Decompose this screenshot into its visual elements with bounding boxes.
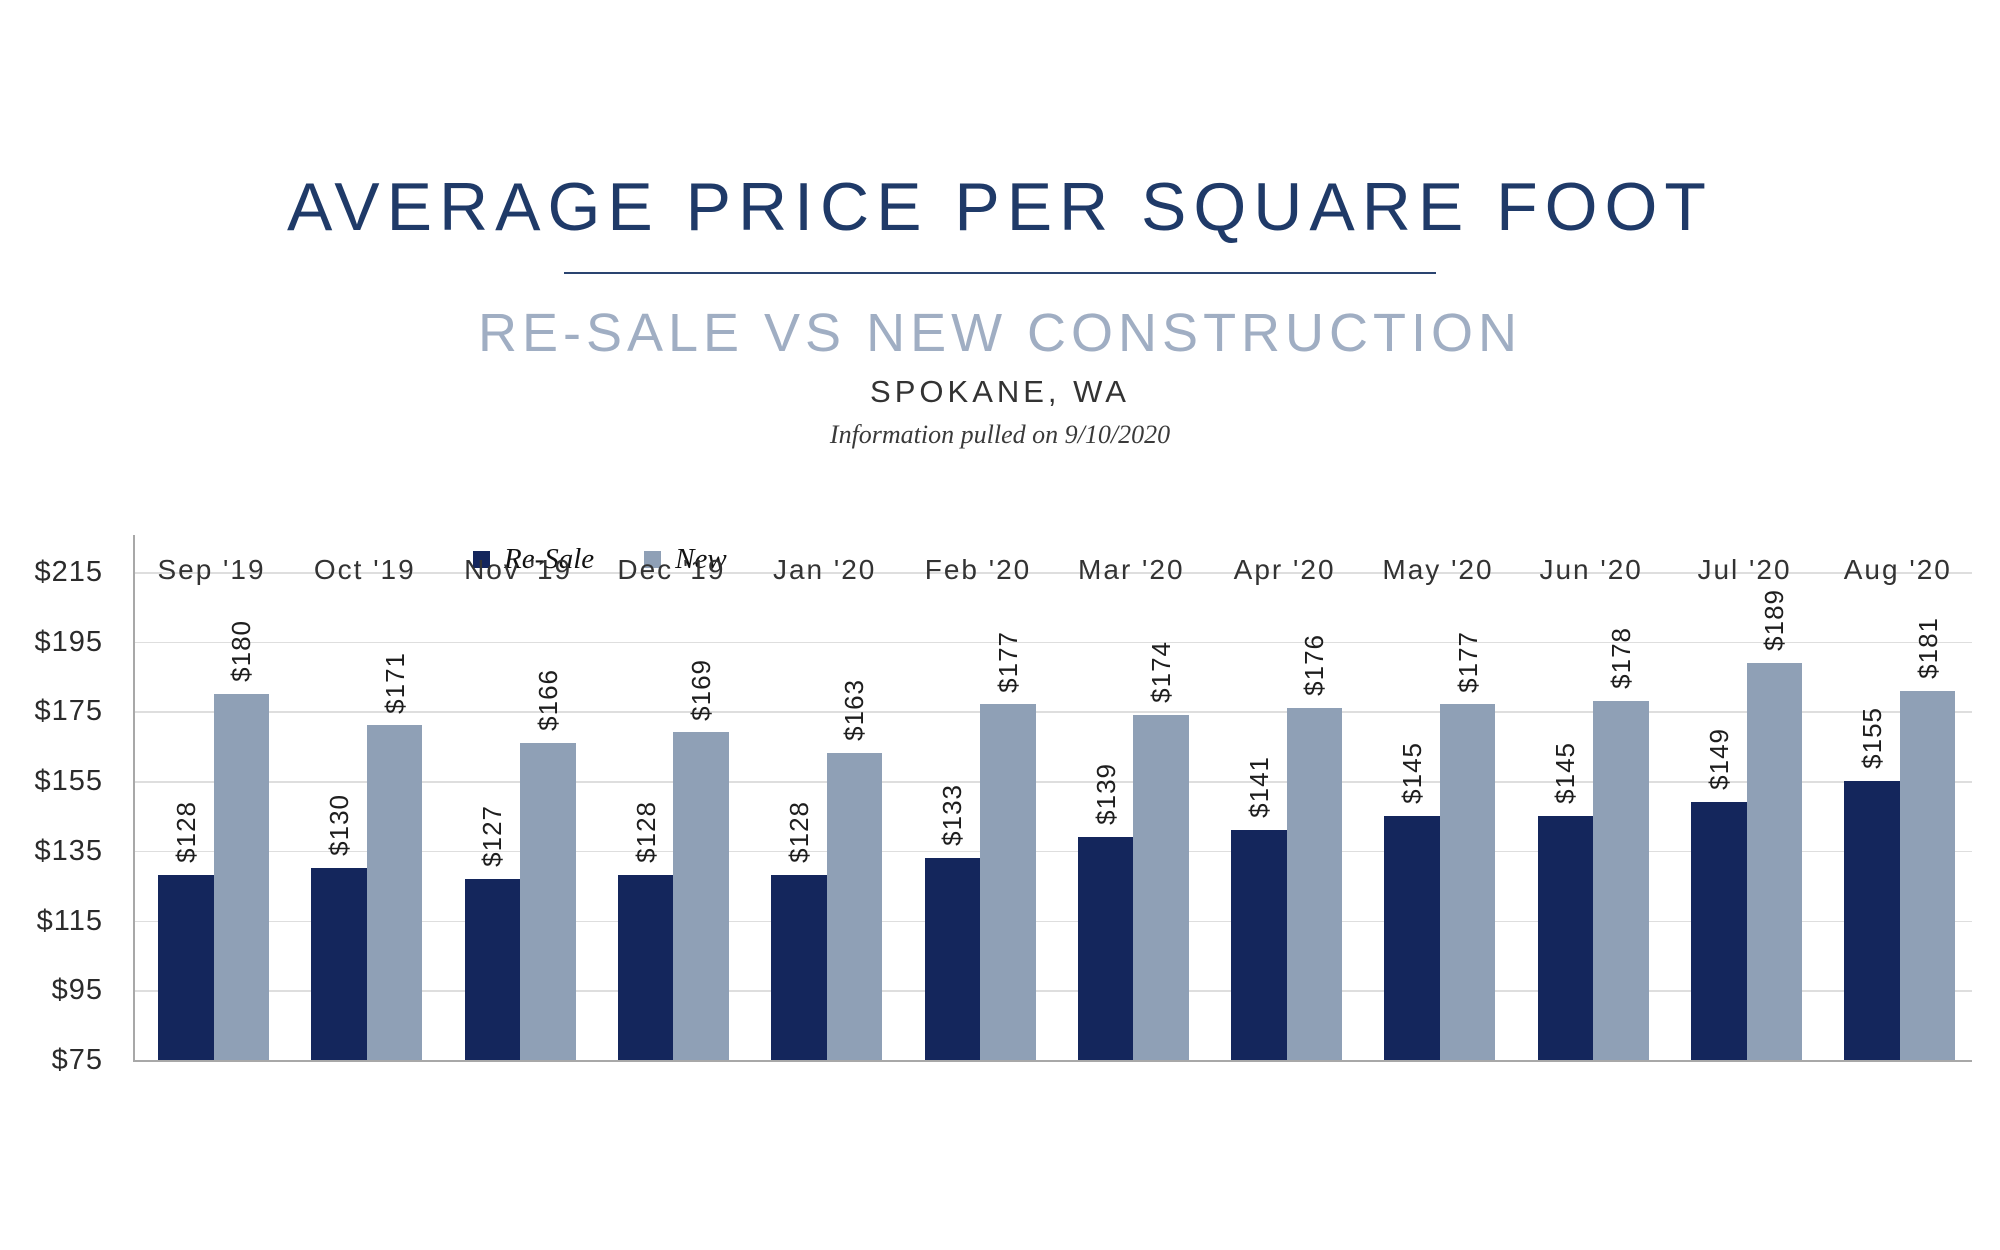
bar-resale — [464, 878, 521, 1060]
bar-resale — [1384, 816, 1440, 1060]
gridline — [135, 781, 1972, 783]
gridline — [135, 641, 1972, 644]
new-swatch-icon — [644, 551, 662, 568]
bar-new — [980, 704, 1036, 1060]
info-pulled-note: Information pulled on 9/10/2020 — [829, 420, 1171, 449]
bar-value-label: $155 — [1857, 707, 1888, 770]
y-axis-label: $195 — [34, 625, 103, 658]
x-axis-label: Sep '19 — [157, 554, 266, 585]
x-axis-label: Jul '20 — [1697, 554, 1792, 585]
bar-value-label: $128 — [170, 801, 201, 864]
y-axis-label: $155 — [34, 765, 103, 798]
bar-resale — [1691, 802, 1747, 1060]
y-axis-label: $175 — [34, 695, 103, 728]
x-axis-label: Jun '20 — [1539, 554, 1643, 585]
bar-new — [1899, 690, 1956, 1060]
bar-value-label: $163 — [839, 679, 870, 742]
gridline — [135, 990, 1972, 992]
page-title: AVERAGE PRICE PER SQUARE FOOT — [287, 169, 1713, 245]
x-axis-label: Apr '20 — [1233, 554, 1336, 585]
x-axis-label: Dec '19 — [617, 554, 726, 585]
bar-resale — [771, 875, 827, 1060]
gridline — [135, 920, 1972, 923]
legend-label-new: New — [675, 543, 727, 575]
bar-value-label: $128 — [783, 801, 814, 864]
bar-value-label: $139 — [1090, 763, 1121, 825]
bar-resale — [1537, 816, 1594, 1060]
bar-resale — [311, 868, 367, 1060]
bar-value-label: $181 — [1912, 616, 1943, 679]
bar-new — [366, 725, 423, 1060]
bar-new — [1286, 707, 1343, 1060]
bar-resale — [617, 875, 674, 1060]
bar-value-label: $145 — [1550, 742, 1581, 804]
y-axis-label: $135 — [34, 834, 103, 867]
gridline — [135, 711, 1972, 713]
bar-resale — [1844, 781, 1900, 1060]
bar-new — [1593, 700, 1649, 1060]
bar-new — [213, 694, 269, 1060]
x-axis-label: Mar '20 — [1078, 554, 1185, 585]
bar-value-label: $176 — [1299, 634, 1330, 696]
bar-value-label: $169 — [686, 658, 717, 721]
x-axis-label: Jan '20 — [772, 554, 877, 585]
bar-new — [1746, 662, 1802, 1060]
bar-value-label: $178 — [1605, 627, 1636, 689]
bar-value-label: $149 — [1703, 728, 1734, 791]
subtitle: RE-SALE VS NEW CONSTRUCTION — [477, 303, 1523, 363]
bar-value-label: $174 — [1146, 641, 1177, 703]
bar-resale — [158, 875, 214, 1060]
bar-value-label: $133 — [937, 784, 968, 846]
bar-resale — [1077, 836, 1134, 1060]
bar-value-label: $127 — [477, 804, 508, 867]
bar-value-label: $128 — [630, 801, 661, 864]
chart-legend: Re-Sale New — [473, 545, 727, 574]
bar-value-label: $180 — [226, 620, 257, 682]
x-axis-label: Feb '20 — [924, 554, 1032, 585]
y-axis-label: $215 — [34, 556, 103, 588]
y-axis-label: $75 — [51, 1044, 103, 1076]
gridline — [135, 572, 1972, 574]
resale-swatch-icon — [473, 551, 490, 568]
bar-new — [1439, 704, 1496, 1060]
bar-value-label: $177 — [992, 630, 1023, 693]
x-axis-label: Nov '19 — [464, 554, 573, 585]
bar-value-label: $177 — [1452, 630, 1483, 693]
bar-value-label: $189 — [1759, 588, 1790, 651]
bar-value-label: $166 — [532, 668, 563, 731]
legend-item-resale: Re-Sale — [473, 545, 594, 574]
x-axis-label: May '20 — [1382, 554, 1494, 585]
bar-value-label: $145 — [1397, 742, 1428, 804]
bar-value-label: $130 — [324, 794, 355, 857]
legend-label-resale: Re-Sale — [504, 543, 595, 575]
bar-value-label: $171 — [379, 651, 410, 714]
y-axis-label: $115 — [36, 904, 103, 937]
gridline — [135, 850, 1972, 853]
legend-item-new: New — [644, 545, 727, 574]
bar-resale — [924, 857, 980, 1060]
plot-area: $128 $180 $130 $171 $127 $166 $128 $169 $128 $163… — [133, 535, 1972, 1062]
bar-resale — [1231, 829, 1287, 1060]
bar-new — [520, 742, 576, 1060]
bar-new — [1133, 714, 1189, 1060]
y-axis-label: $95 — [51, 974, 103, 1007]
location-label: SPOKANE, WA — [870, 374, 1130, 409]
bar-new — [826, 753, 883, 1060]
title-divider — [564, 272, 1436, 274]
bar-new — [673, 732, 729, 1060]
bar-value-label: $141 — [1243, 756, 1274, 818]
x-axis-label: Aug '20 — [1843, 554, 1952, 585]
x-axis-label: Oct '19 — [313, 554, 416, 585]
